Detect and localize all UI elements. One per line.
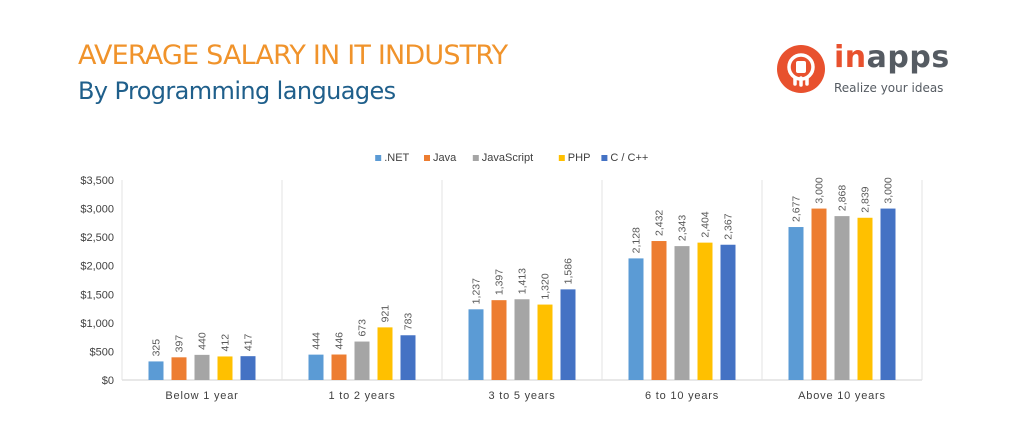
bar xyxy=(811,208,827,380)
bar-value-label: 2,404 xyxy=(700,211,712,237)
bar xyxy=(194,354,210,380)
bar-value-label: 417 xyxy=(243,333,255,351)
bar-value-label: 921 xyxy=(380,305,392,323)
bar-value-label: 1,413 xyxy=(517,268,529,294)
bar xyxy=(308,354,324,380)
y-tick-label: $2,500 xyxy=(80,232,114,244)
bar-value-label: 446 xyxy=(334,332,346,350)
bar xyxy=(834,216,850,380)
y-tick-label: $1,000 xyxy=(80,318,114,330)
bar-value-label: 673 xyxy=(357,319,369,337)
y-tick-label: $3,500 xyxy=(80,175,114,187)
chart-subtitle: By Programming languages xyxy=(78,77,396,105)
legend-label: C / C++ xyxy=(610,152,648,164)
bar xyxy=(331,354,347,380)
bar xyxy=(148,361,164,380)
bar xyxy=(628,258,644,380)
bar-value-label: 2,432 xyxy=(654,210,666,236)
x-category-label: 6 to 10 years xyxy=(645,390,719,402)
bar xyxy=(880,208,896,380)
bar xyxy=(857,217,873,380)
x-category-label: 1 to 2 years xyxy=(328,390,395,402)
y-tick-label: $2,000 xyxy=(80,261,114,273)
bar-value-label: 1,237 xyxy=(471,278,483,304)
bar-value-label: 2,868 xyxy=(837,185,849,211)
chart-axes: $0 $500 $1,000 $1,500 $2,000 $2,500 $3,000 $3,5… xyxy=(80,175,923,402)
bar-value-label: 325 xyxy=(151,339,163,357)
bar xyxy=(697,242,713,380)
bar xyxy=(674,246,690,380)
brand-wordmark-prefix: in xyxy=(834,40,867,75)
bar-value-label: 444 xyxy=(311,332,323,350)
bar-value-label: 2,839 xyxy=(860,186,872,212)
brand-wordmark-suffix: apps xyxy=(866,40,950,75)
y-tick-label: $0 xyxy=(102,375,114,387)
bar xyxy=(354,341,370,380)
bar xyxy=(514,299,530,380)
y-tick-label: $1,500 xyxy=(80,289,114,301)
bar-value-label: 2,128 xyxy=(631,227,643,253)
bar-value-label: 1,320 xyxy=(540,273,552,299)
chart-title: AVERAGE SALARY IN IT INDUSTRY xyxy=(78,40,508,71)
bar-value-label: 783 xyxy=(403,313,415,331)
bar xyxy=(468,309,484,380)
chart-bars: 325 397 440 412 417 444 446 673 921 783 1,237 1,397… xyxy=(148,177,896,380)
bar xyxy=(491,300,507,380)
bar-value-label: 1,586 xyxy=(563,258,575,284)
brand-tagline: Realize your ideas xyxy=(834,81,944,95)
brand-wordmark: inapps xyxy=(834,40,950,75)
y-tick-label: $500 xyxy=(90,346,114,358)
bar xyxy=(720,244,736,380)
bar-value-label: 440 xyxy=(197,332,209,350)
y-tick-label: $3,000 xyxy=(80,204,114,216)
bar xyxy=(560,289,576,380)
legend-swatch xyxy=(424,155,430,161)
bar xyxy=(377,327,393,380)
x-category-label: 3 to 5 years xyxy=(488,390,555,402)
bar xyxy=(217,356,233,380)
legend-swatch xyxy=(472,155,479,161)
bar-value-label: 397 xyxy=(174,335,186,353)
bar-value-label: 412 xyxy=(220,334,232,352)
legend-label: .NET xyxy=(384,152,409,164)
bar-value-label: 2,343 xyxy=(677,215,689,241)
bar xyxy=(400,335,416,380)
x-category-label: Below 1 year xyxy=(165,390,238,402)
legend-label: Java xyxy=(433,152,457,164)
legend-label: PHP xyxy=(568,152,591,164)
bar-value-label: 2,677 xyxy=(791,196,803,222)
legend-swatch xyxy=(601,155,608,161)
brand-logo: inapps Realize your ideas xyxy=(776,40,976,104)
bar xyxy=(537,304,553,380)
x-category-label: Above 10 years xyxy=(798,390,886,402)
legend-swatch xyxy=(375,155,382,161)
bar-value-label: 3,000 xyxy=(883,177,895,203)
bar xyxy=(788,227,804,380)
bulb-hand-icon xyxy=(777,45,825,93)
bar-value-label: 2,367 xyxy=(723,213,735,239)
legend-label: JavaScript xyxy=(482,152,533,164)
bar xyxy=(240,356,256,380)
bar-value-label: 3,000 xyxy=(814,177,826,203)
bar xyxy=(651,241,667,380)
bar xyxy=(171,357,187,380)
legend-swatch xyxy=(558,155,565,161)
bar-value-label: 1,397 xyxy=(494,269,506,295)
chart-legend: .NET Java JavaScript PHP C / C++ xyxy=(375,152,648,164)
